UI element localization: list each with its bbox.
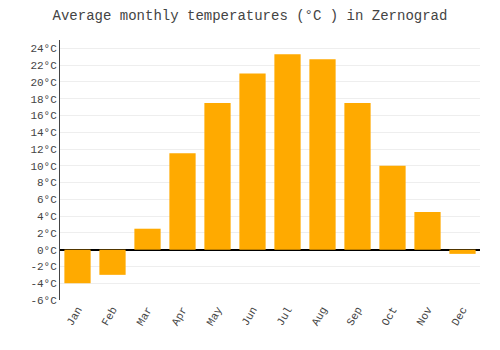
svg-text:Average monthly temperatures (: Average monthly temperatures (°C ) in Ze… — [53, 8, 448, 24]
svg-text:20°C: 20°C — [30, 77, 57, 89]
svg-text:Jan: Jan — [65, 305, 85, 328]
svg-text:Sep: Sep — [345, 305, 365, 328]
svg-text:-6°C: -6°C — [30, 295, 57, 307]
svg-text:2°C: 2°C — [37, 228, 57, 240]
svg-text:16°C: 16°C — [30, 110, 57, 122]
svg-text:6°C: 6°C — [37, 194, 57, 206]
svg-text:8°C: 8°C — [37, 177, 57, 189]
svg-text:22°C: 22°C — [30, 60, 57, 72]
svg-text:Jul: Jul — [275, 305, 295, 328]
svg-text:10°C: 10°C — [30, 161, 57, 173]
svg-text:4°C: 4°C — [37, 211, 57, 223]
svg-text:12°C: 12°C — [30, 144, 57, 156]
svg-text:24°C: 24°C — [30, 43, 57, 55]
svg-text:0°C: 0°C — [37, 245, 57, 257]
svg-text:Dec: Dec — [450, 305, 470, 328]
svg-text:-2°C: -2°C — [30, 261, 57, 273]
svg-text:May: May — [205, 304, 225, 327]
svg-text:-4°C: -4°C — [30, 278, 57, 290]
svg-text:Jun: Jun — [240, 305, 260, 328]
svg-text:Oct: Oct — [380, 305, 400, 328]
svg-text:18°C: 18°C — [30, 94, 57, 106]
svg-text:Feb: Feb — [100, 305, 120, 328]
svg-text:Aug: Aug — [310, 305, 330, 328]
svg-text:Nov: Nov — [415, 304, 435, 327]
svg-text:Mar: Mar — [135, 305, 155, 328]
svg-text:Apr: Apr — [170, 305, 190, 328]
svg-text:14°C: 14°C — [30, 127, 57, 139]
